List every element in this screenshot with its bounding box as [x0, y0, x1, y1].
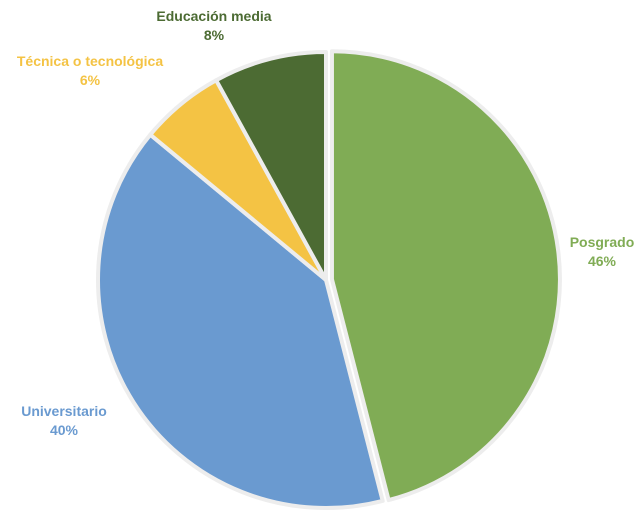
- pie-slice-posgrado: [329, 49, 562, 503]
- slice-label-universitario: Universitario 40%: [2, 402, 126, 440]
- slice-label-value: 40%: [49, 422, 79, 438]
- pie-slice-universitario: [96, 132, 385, 510]
- slice-label-educacion-media: Educación media 8%: [140, 7, 288, 45]
- slice-label-value: 46%: [587, 253, 617, 269]
- slice-label-posgrado: Posgrado 46%: [562, 233, 639, 271]
- slice-label-name: Posgrado: [569, 234, 635, 250]
- slice-label-value: 8%: [203, 27, 225, 43]
- slice-label-tecnica: Técnica o tecnológica 6%: [0, 52, 180, 90]
- slice-label-name: Técnica o tecnológica: [16, 53, 164, 69]
- slice-label-value: 6%: [79, 72, 101, 88]
- pie-slice-educacion-media: [214, 50, 328, 282]
- slice-label-name: Educación media: [156, 8, 272, 24]
- slice-label-name: Universitario: [21, 403, 107, 419]
